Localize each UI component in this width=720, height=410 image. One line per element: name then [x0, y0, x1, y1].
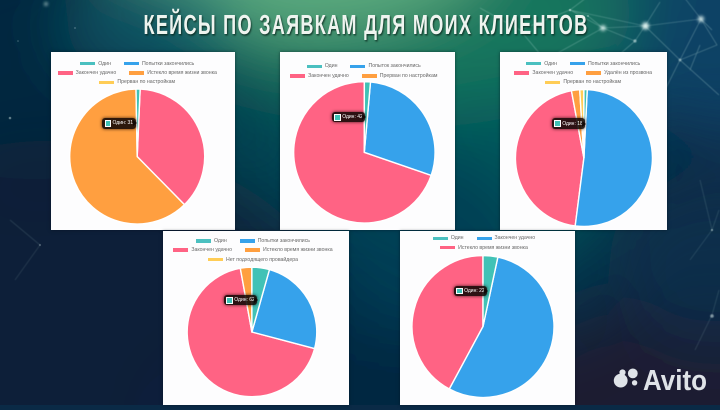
svg-text:Avito: Avito [643, 365, 707, 397]
